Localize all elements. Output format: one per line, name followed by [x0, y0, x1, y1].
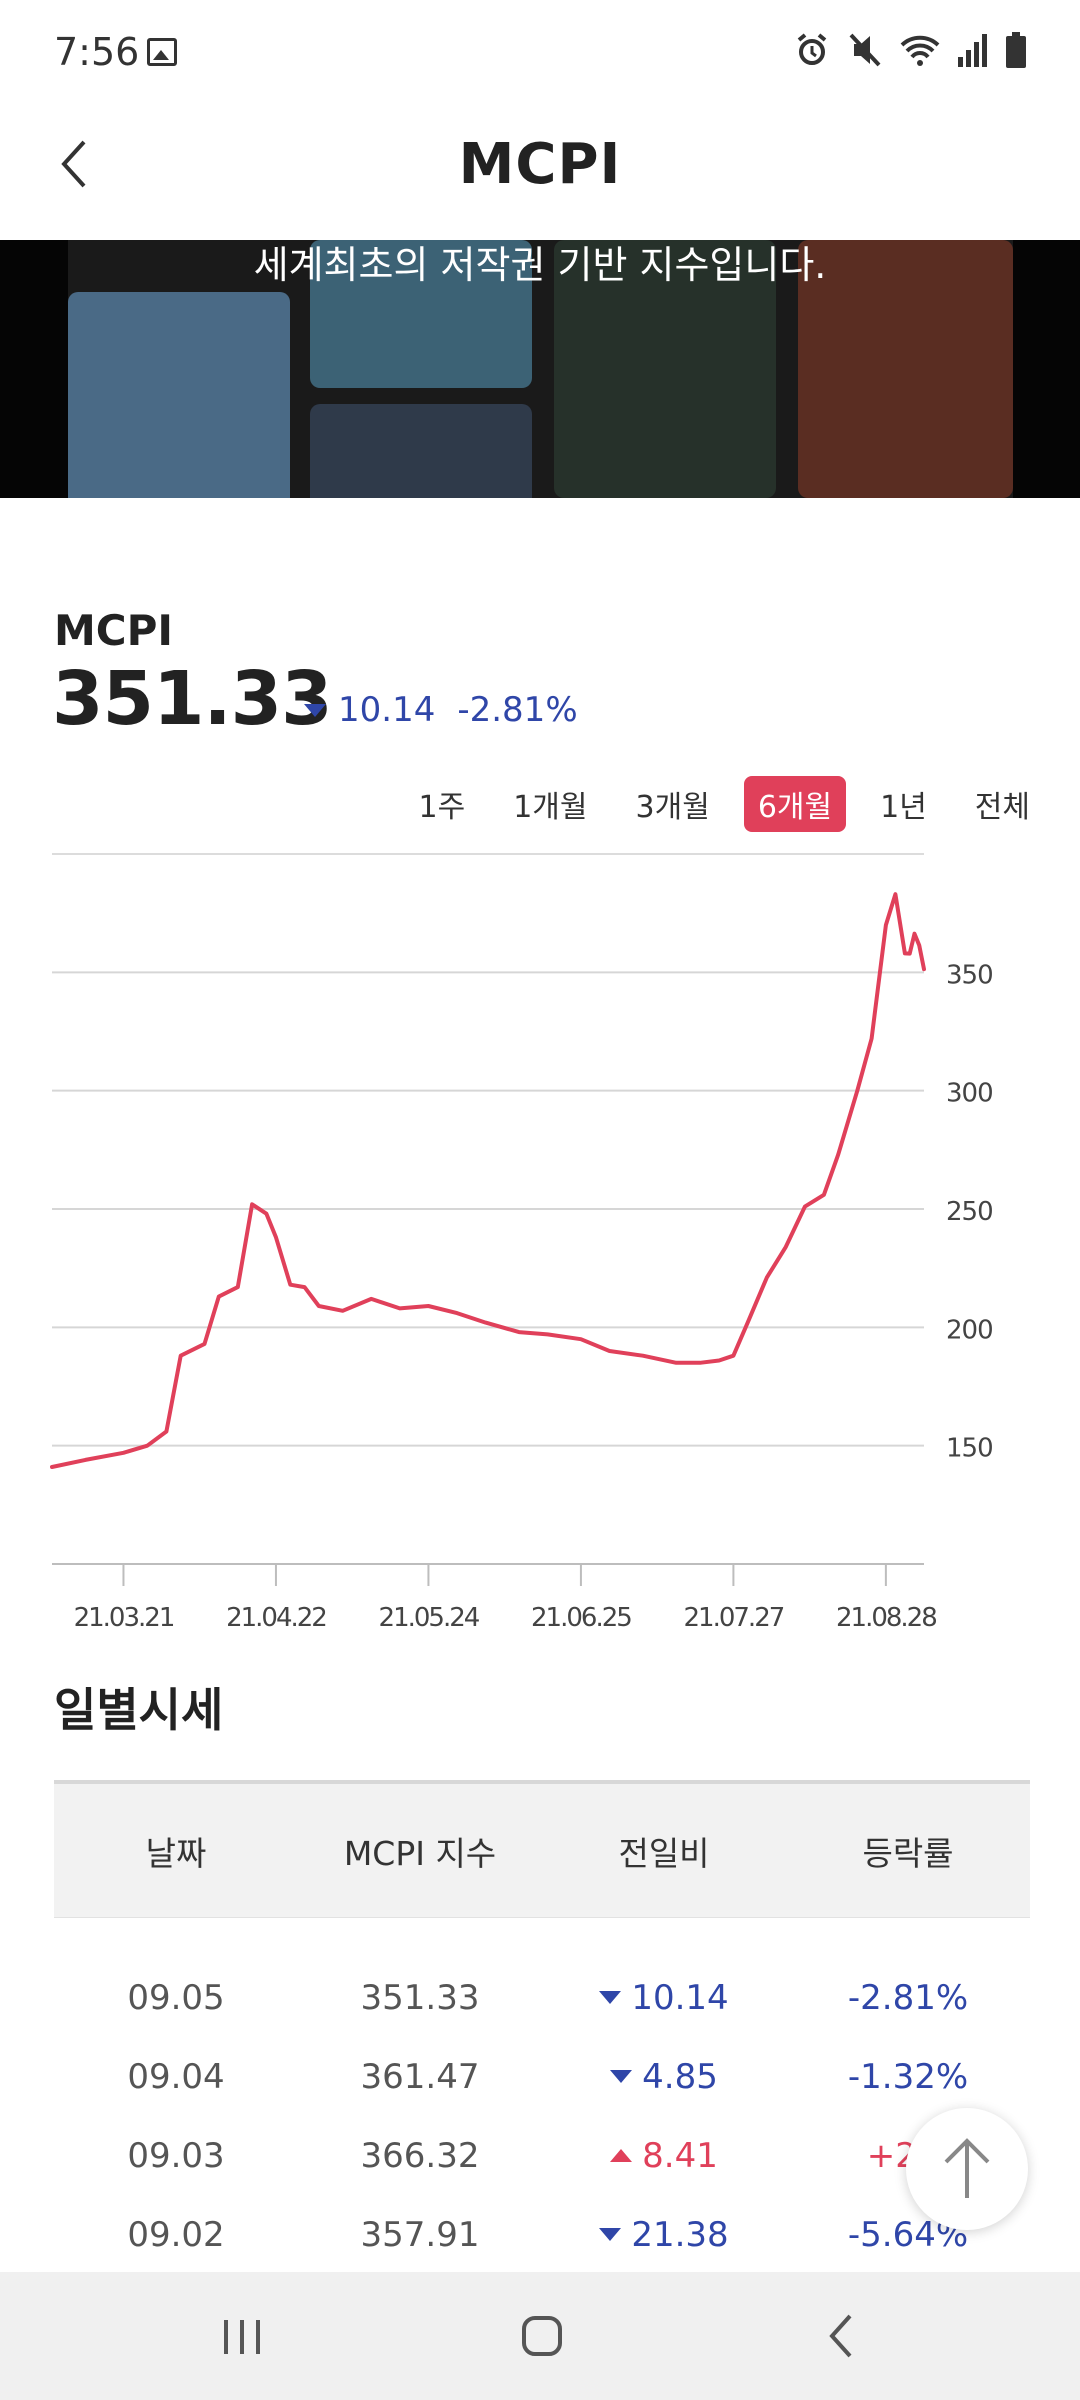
back-icon — [829, 2314, 852, 2358]
y-tick-label: 250 — [946, 1197, 993, 1227]
banner-artwork — [68, 240, 1013, 498]
y-tick-label: 150 — [946, 1434, 993, 1464]
alarm-icon — [797, 33, 827, 65]
recent-apps-button[interactable] — [212, 2306, 272, 2366]
cell-date: 09.04 — [127, 2056, 225, 2097]
daily-table: 날짜 MCPI 지수 전일비 등락률 09.05 351.33 10.14 -2.81… — [54, 1780, 1030, 2274]
line-chart: 150 200 250 300 350 21.03.21 21.04.22 21.05.24 2… — [50, 853, 994, 1633]
down-triangle-icon — [599, 2228, 622, 2241]
back-button[interactable] — [48, 134, 108, 194]
status-time: 7:56 — [54, 30, 140, 74]
down-triangle-icon — [304, 703, 326, 717]
x-tick-label: 21.03.21 — [74, 1603, 174, 1633]
table-row: 09.04 361.47 4.85 -1.32% — [54, 2037, 1030, 2116]
x-tick-label: 21.08.28 — [836, 1603, 936, 1633]
home-icon — [522, 2316, 562, 2356]
period-tabs: 1주 1개월 3개월 6개월 1년 전체 — [385, 776, 1044, 832]
cell-change-value: 21.38 — [631, 2214, 729, 2255]
period-tab[interactable]: 1년 — [880, 790, 927, 825]
arrow-up-icon — [944, 2138, 990, 2198]
cell-date: 09.02 — [127, 2214, 225, 2255]
period-tab[interactable]: 전체 — [974, 790, 1030, 825]
index-change: 10.14 -2.81% — [304, 690, 578, 730]
signal-icon — [958, 34, 987, 67]
period-tab[interactable]: 1주 — [418, 790, 466, 825]
y-tick-label: 350 — [946, 960, 993, 990]
y-tick-label: 300 — [946, 1079, 993, 1109]
status-bar: 7:56 — [0, 0, 1080, 100]
app-bar: MCPI — [0, 100, 1080, 240]
nav-back-button[interactable] — [812, 2306, 872, 2366]
page-title: MCPI — [458, 132, 622, 197]
cell-rate: -2.81% — [847, 1977, 969, 2018]
index-chart: 150 200 250 300 350 21.03.21 21.04.22 21.05.24 2… — [0, 840, 1080, 1640]
x-tick-label: 21.05.24 — [379, 1603, 480, 1633]
table-body: 09.05 351.33 10.14 -2.81% 09.04 361.47 4.85 -1.… — [54, 1918, 1030, 2274]
daily-title: 일별시세 — [54, 1683, 224, 1737]
mute-icon — [849, 33, 881, 67]
cell-index: 351.33 — [360, 1977, 480, 2018]
cell-change: 10.14 — [542, 1978, 786, 2018]
x-tick-label: 21.06.25 — [531, 1603, 631, 1633]
y-tick-label: 200 — [946, 1315, 993, 1345]
cell-change-value: 8.41 — [642, 2135, 718, 2176]
cell-change-value: 4.85 — [642, 2056, 718, 2097]
x-tick-label: 21.07.27 — [684, 1603, 784, 1633]
chevron-left-icon — [61, 140, 86, 188]
cell-date: 09.05 — [127, 1977, 225, 2018]
header-rate: 등락률 — [862, 1833, 954, 1873]
index-change-percent: -2.81% — [457, 690, 578, 730]
up-triangle-icon — [610, 2149, 633, 2162]
banner-caption: 세계최초의 저작권 기반 지수입니다. — [253, 243, 827, 287]
banner[interactable]: 세계최초의 저작권 기반 지수입니다. — [0, 240, 1080, 498]
home-button[interactable] — [512, 2306, 572, 2366]
cell-index: 361.47 — [360, 2056, 480, 2097]
period-tab[interactable]: 3개월 — [635, 790, 710, 825]
cell-date: 09.03 — [127, 2135, 225, 2176]
down-triangle-icon — [599, 1991, 622, 2004]
battery-icon — [1006, 32, 1026, 68]
cell-index: 357.91 — [360, 2214, 480, 2255]
header-date: 날짜 — [145, 1833, 207, 1873]
navigation-bar — [0, 2272, 1080, 2400]
wifi-icon — [900, 35, 940, 66]
table-row: 09.05 351.33 10.14 -2.81% — [54, 1958, 1030, 2037]
header-change: 전일비 — [618, 1833, 710, 1873]
cell-rate: -1.32% — [847, 2056, 969, 2097]
index-value: 351.33 — [52, 656, 333, 742]
table-header: 날짜 MCPI 지수 전일비 등락률 — [54, 1780, 1030, 1918]
cell-change: 4.85 — [542, 2057, 786, 2097]
series-line — [50, 892, 926, 1469]
header-index: MCPI 지수 — [343, 1833, 497, 1873]
image-icon — [147, 38, 177, 66]
cell-change: 8.41 — [542, 2136, 786, 2176]
table-row: 09.02 357.91 21.38 -5.64% — [54, 2195, 1030, 2274]
period-tab[interactable]: 6개월 — [743, 776, 847, 832]
cell-index: 366.32 — [360, 2135, 480, 2176]
index-label: MCPI — [54, 606, 174, 655]
cell-change: 21.38 — [542, 2215, 786, 2255]
x-tick-label: 21.04.22 — [226, 1603, 326, 1633]
down-triangle-icon — [610, 2070, 633, 2083]
index-change-value: 10.14 — [338, 690, 436, 730]
recent-apps-icon — [224, 2320, 260, 2354]
status-icons — [794, 32, 1026, 68]
period-tab[interactable]: 1개월 — [513, 790, 588, 825]
scroll-top-button[interactable] — [906, 2108, 1028, 2230]
cell-change-value: 10.14 — [631, 1977, 729, 2018]
